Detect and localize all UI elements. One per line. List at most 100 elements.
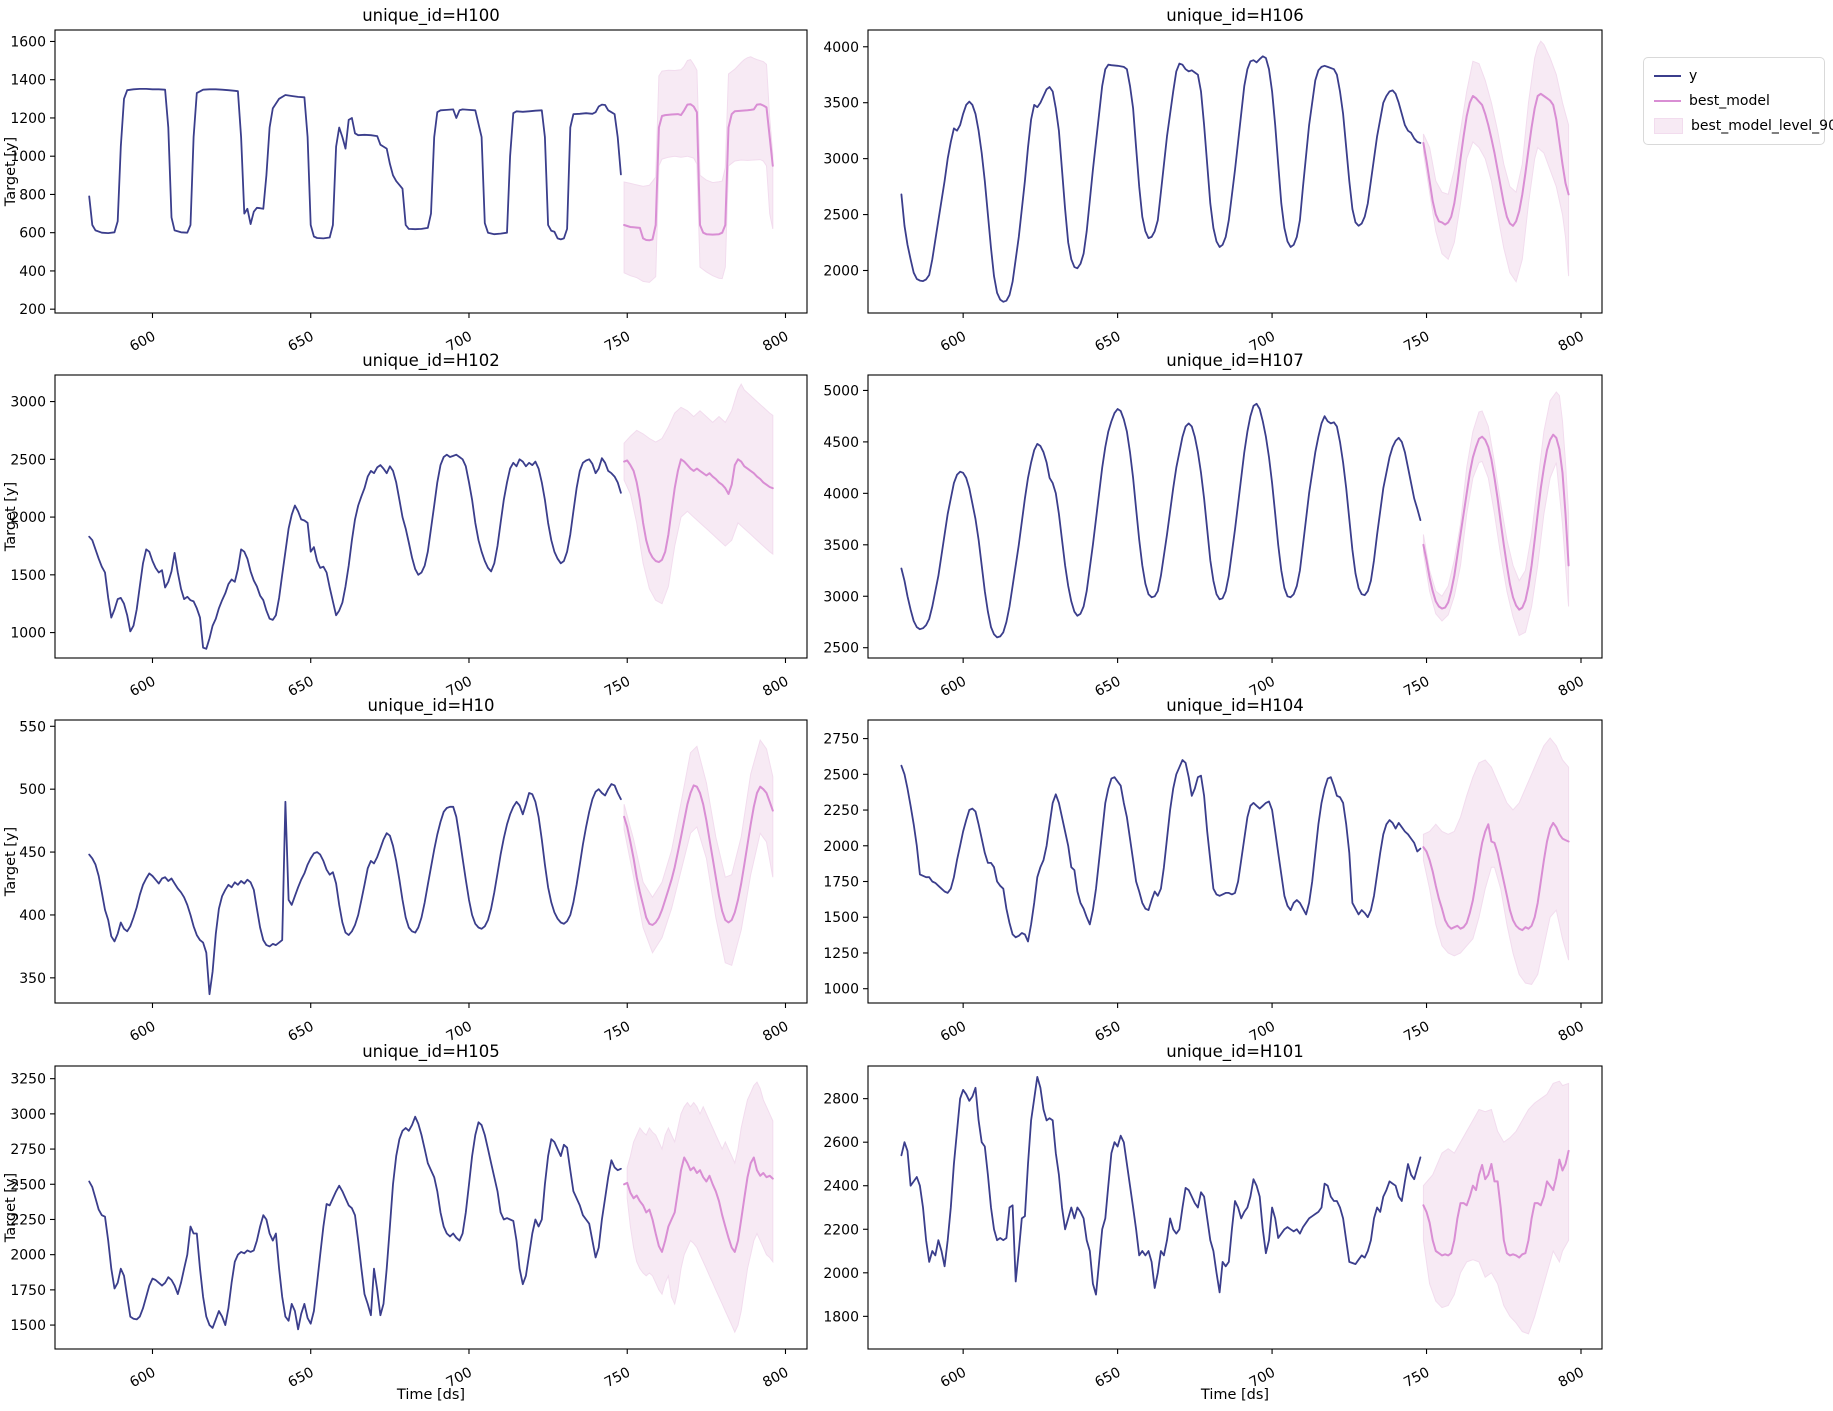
confidence-band <box>1422 737 1570 985</box>
x-tick-label: 600 <box>938 1364 969 1391</box>
y-tick-label: 1800 <box>823 1309 859 1325</box>
best-model-line <box>1422 1149 1570 1259</box>
y-line <box>900 55 1422 303</box>
y-tick-label: 500 <box>19 782 46 798</box>
subplot-title: unique_id=H100 <box>362 6 500 26</box>
x-tick-label: 600 <box>938 328 969 355</box>
y-line <box>88 453 622 650</box>
y-tick-label: 1000 <box>823 982 859 998</box>
confidence-band <box>623 738 774 966</box>
legend-item-best-model: best_model <box>1654 91 1814 111</box>
x-axis-label: Time [ds] <box>1200 1387 1269 1403</box>
best-model-line <box>1422 433 1570 611</box>
y-tick-label: 1750 <box>823 875 859 891</box>
subplot-title: unique_id=H10 <box>367 696 494 716</box>
y-axis-label: Target [y] <box>3 482 19 552</box>
y-tick-label: 2000 <box>823 839 859 855</box>
y-tick-label: 3500 <box>823 96 859 112</box>
best-model-line <box>623 1156 774 1253</box>
x-tick-label: 750 <box>1401 1364 1432 1391</box>
y-tick-label: 2000 <box>823 263 859 279</box>
axes-spines <box>867 374 1603 659</box>
x-tick-label: 800 <box>760 1018 791 1045</box>
axes-spines <box>867 719 1603 1004</box>
legend: y best_model best_model_level_90 <box>1643 57 1833 145</box>
x-tick-label: 650 <box>285 328 316 355</box>
confidence-band <box>1422 1080 1570 1335</box>
subplot-title: unique_id=H101 <box>1166 1042 1304 1062</box>
y-line <box>900 759 1422 943</box>
y-tick-label: 2800 <box>823 1092 859 1108</box>
x-tick-label: 750 <box>1401 1018 1432 1045</box>
x-tick-label: 800 <box>760 328 791 355</box>
y-tick-label: 1400 <box>10 73 46 89</box>
y-tick-label: 1200 <box>10 111 46 127</box>
x-tick-label: 750 <box>1401 673 1432 700</box>
x-tick-label: 600 <box>127 1018 158 1045</box>
y-tick-label: 3000 <box>10 1107 46 1123</box>
y-tick-label: 550 <box>19 719 46 735</box>
y-tick-label: 600 <box>19 226 46 242</box>
y-tick-label: 4000 <box>823 486 859 502</box>
y-tick-label: 2600 <box>823 1135 859 1151</box>
x-tick-label: 600 <box>127 673 158 700</box>
y-tick-label: 1500 <box>10 1318 46 1334</box>
x-tick-label: 650 <box>1092 1364 1123 1391</box>
y-axis-label: Target [y] <box>3 1173 19 1243</box>
y-tick-label: 2750 <box>823 732 859 748</box>
y-line <box>88 1115 622 1331</box>
y-tick-label: 2000 <box>823 1266 859 1282</box>
x-tick-label: 650 <box>1092 673 1123 700</box>
x-tick-label: 600 <box>938 1018 969 1045</box>
y-tick-label: 400 <box>19 264 46 280</box>
y-tick-label: 2400 <box>823 1179 859 1195</box>
y-tick-label: 2500 <box>10 452 46 468</box>
y-tick-label: 2000 <box>10 1248 46 1264</box>
y-axis-label: Target [y] <box>3 137 19 207</box>
x-tick-label: 750 <box>602 673 633 700</box>
best-model-line <box>623 103 774 242</box>
x-tick-label: 600 <box>127 1364 158 1391</box>
y-tick-label: 1600 <box>10 34 46 50</box>
y-tick-label: 3000 <box>823 589 859 605</box>
y-line <box>900 402 1422 639</box>
y-line-swatch-icon <box>1654 75 1681 77</box>
best-model-line <box>623 784 774 926</box>
y-tick-label: 2250 <box>10 1212 46 1228</box>
subplot-title: unique_id=H107 <box>1166 351 1304 371</box>
axes-spines <box>54 1065 808 1350</box>
y-line <box>88 88 622 241</box>
legend-item-y: y <box>1654 66 1814 86</box>
best-model-level-90-patch-icon <box>1654 118 1683 134</box>
legend-label-best-model-level-90: best_model_level_90 <box>1691 118 1833 134</box>
x-tick-label: 650 <box>285 673 316 700</box>
y-axis-label: Target [y] <box>3 827 19 897</box>
y-tick-label: 1500 <box>823 910 859 926</box>
x-tick-label: 750 <box>602 328 633 355</box>
x-tick-label: 650 <box>285 1364 316 1391</box>
x-axis-label: Time [ds] <box>396 1387 465 1403</box>
y-tick-label: 2500 <box>823 641 859 657</box>
y-tick-label: 2250 <box>823 803 859 819</box>
confidence-band <box>623 383 774 605</box>
best-model-line <box>1422 92 1570 227</box>
x-tick-label: 800 <box>760 673 791 700</box>
x-tick-label: 800 <box>1556 1018 1587 1045</box>
y-tick-label: 1000 <box>10 149 46 165</box>
confidence-band <box>626 1081 774 1334</box>
legend-label-best-model: best_model <box>1689 93 1770 109</box>
y-tick-label: 4000 <box>823 40 859 56</box>
best-model-line-swatch-icon <box>1654 100 1681 102</box>
y-tick-label: 1500 <box>10 568 46 584</box>
x-tick-label: 800 <box>760 1364 791 1391</box>
best-model-line <box>1422 821 1570 932</box>
subplot-title: unique_id=H105 <box>362 1042 500 1062</box>
y-tick-label: 3250 <box>10 1072 46 1088</box>
